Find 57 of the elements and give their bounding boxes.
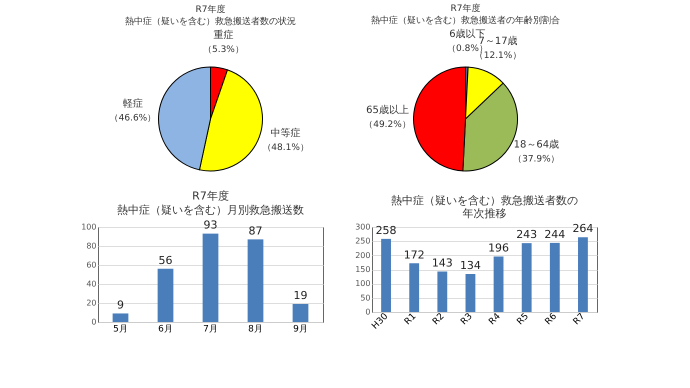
y-tick-label: 300: [355, 222, 370, 232]
data-label: 56: [158, 254, 172, 267]
y-tick-label: 200: [355, 250, 370, 260]
data-label: （12.1%）: [474, 51, 522, 62]
chart-title: R7年度: [196, 4, 226, 16]
x-tick-label: 7月: [203, 324, 218, 334]
x-tick-label: 5月: [113, 324, 128, 334]
data-label: 87: [248, 224, 262, 238]
y-tick-label: 100: [81, 222, 96, 232]
data-label: 134: [460, 259, 481, 272]
chart-subtitle: 熱中症（疑いを含む）救急搬送者数の状況: [125, 16, 296, 28]
slice-label: 中等症: [270, 127, 301, 140]
slice-label: 重症: [213, 29, 234, 42]
x-tick-label: R7: [572, 312, 588, 328]
slice-label: 軽症: [122, 98, 143, 110]
x-tick-label: R3: [459, 312, 475, 328]
x-tick-label: R6: [544, 311, 560, 328]
y-tick-label: 150: [355, 265, 370, 274]
chart-subtitle: 熱中症（疑いを含む）月別救急搬送数: [117, 204, 304, 217]
slice-label: 18～64歳: [514, 138, 560, 151]
data-label: （49.2%）: [364, 120, 411, 130]
x-tick-label: R2: [431, 312, 447, 328]
chart-subtitle: 熱中症（疑いを含む）救急搬送者の年齢別割合: [371, 15, 560, 26]
data-label: 19: [294, 288, 308, 302]
x-tick-label: R5: [515, 312, 531, 328]
chart-title: R7年度: [450, 3, 480, 14]
y-tick-label: 40: [86, 280, 96, 288]
data-label: （5.3%）: [202, 45, 244, 56]
data-label: 243: [516, 228, 538, 242]
data-label: 196: [488, 241, 510, 254]
y-tick-label: 0: [365, 308, 370, 316]
chart-title: R7年度: [192, 190, 229, 203]
x-tick-label: 8月: [248, 324, 263, 334]
data-label: 143: [432, 256, 453, 270]
data-label: 264: [572, 222, 594, 236]
y-tick-label: 20: [86, 298, 96, 308]
slice-label: 7～17歳: [478, 35, 518, 48]
y-tick-label: 80: [86, 242, 96, 250]
y-tick-label: 50: [360, 293, 370, 302]
y-tick-label: 60: [86, 260, 96, 270]
data-label: 244: [544, 228, 566, 241]
data-label: 258: [376, 224, 397, 237]
chart-title: 熱中症（疑いを含む）救急搬送者数の年次推移: [391, 194, 578, 220]
data-label: （48.1%）: [262, 143, 309, 154]
data-label: 172: [404, 248, 425, 262]
data-label: 9: [117, 298, 124, 312]
data-label: （46.6%）: [110, 114, 156, 124]
data-label: （37.9%）: [513, 154, 560, 165]
x-tick-label: 6月: [158, 324, 173, 334]
data-label: 93: [204, 218, 218, 232]
slice-label: 65歳以上: [366, 104, 409, 116]
x-tick-label: 9月: [293, 324, 308, 334]
y-tick-label: 0: [91, 318, 96, 326]
x-tick-label: R4: [487, 311, 503, 328]
x-tick-label: R1: [402, 312, 418, 328]
y-tick-label: 100: [355, 279, 370, 288]
y-tick-label: 250: [355, 236, 370, 246]
